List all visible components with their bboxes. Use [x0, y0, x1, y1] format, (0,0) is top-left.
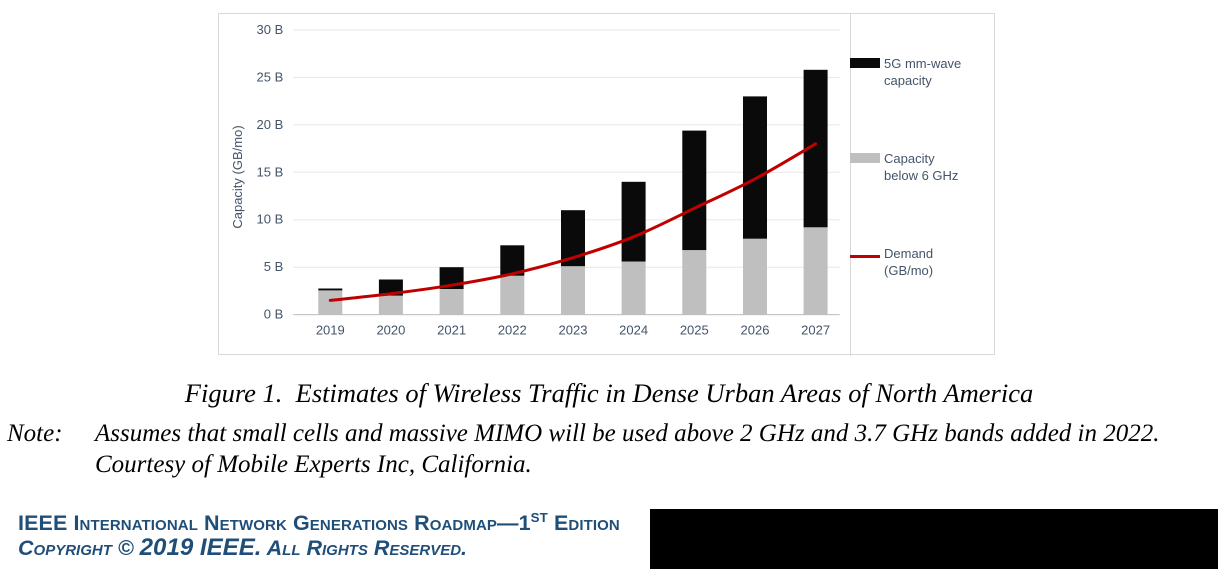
svg-text:30 B: 30 B: [257, 22, 284, 37]
svg-text:2021: 2021: [437, 323, 466, 338]
svg-text:2019: 2019: [316, 323, 345, 338]
svg-text:2027: 2027: [801, 323, 830, 338]
svg-text:5 B: 5 B: [264, 259, 284, 274]
svg-text:2023: 2023: [559, 323, 588, 338]
svg-text:0 B: 0 B: [264, 307, 284, 322]
svg-text:2026: 2026: [741, 323, 770, 338]
svg-text:2024: 2024: [619, 323, 648, 338]
svg-text:15 B: 15 B: [257, 164, 284, 179]
svg-text:20 B: 20 B: [257, 117, 284, 132]
svg-text:10 B: 10 B: [257, 212, 284, 227]
svg-text:25 B: 25 B: [257, 69, 284, 84]
svg-text:2022: 2022: [498, 323, 527, 338]
svg-text:2025: 2025: [680, 323, 709, 338]
svg-text:2020: 2020: [376, 323, 405, 338]
